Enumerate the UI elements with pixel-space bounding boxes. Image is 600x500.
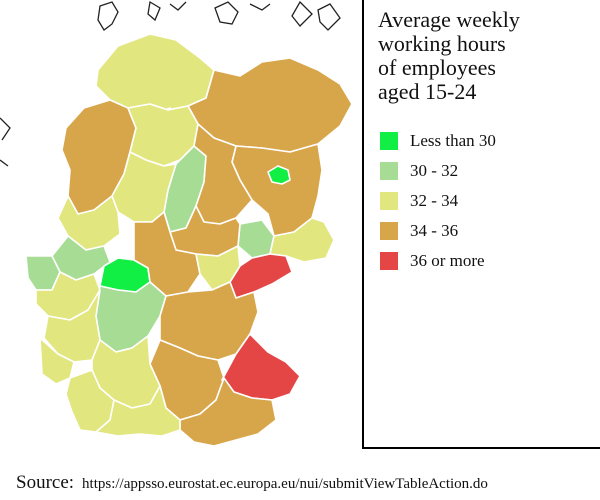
legend-label: 36 or more xyxy=(410,251,485,270)
legend-label: 30 - 32 xyxy=(410,161,459,180)
legend-item-less-than-30: Less than 30 xyxy=(380,126,496,156)
legend-swatch xyxy=(380,222,398,240)
source-label: Source: xyxy=(16,472,75,493)
legend-title-line: aged 15-24 xyxy=(378,79,477,104)
legend-item-30-32: 30 - 32 xyxy=(380,156,496,186)
legend-items: Less than 30 30 - 32 32 - 34 34 - 36 36 … xyxy=(380,126,496,276)
legend-item-34-36: 34 - 36 xyxy=(380,216,496,246)
legend-label: 32 - 34 xyxy=(410,191,459,210)
germany-map xyxy=(0,0,353,447)
legend-title-line: of employees xyxy=(378,55,496,80)
legend-swatch xyxy=(380,132,398,150)
legend-title-line: Average weekly xyxy=(378,7,520,32)
source-url[interactable]: https://appsso.eurostat.ec.europa.eu/nui… xyxy=(82,476,488,492)
legend-label: Less than 30 xyxy=(410,131,496,150)
legend-swatch xyxy=(380,162,398,180)
legend-swatch xyxy=(380,252,398,270)
region-by-south xyxy=(179,377,277,447)
region-th-east xyxy=(195,245,241,291)
source-caption: Source: https://appsso.eurostat.ec.europ… xyxy=(16,472,488,494)
region-bw-south xyxy=(95,385,181,437)
legend: Average weekly working hours of employee… xyxy=(362,0,600,449)
legend-item-32-34: 32 - 34 xyxy=(380,186,496,216)
region-berlin xyxy=(267,165,291,185)
legend-item-36-or-more: 36 or more xyxy=(380,246,496,276)
legend-title-line: working hours xyxy=(378,31,506,56)
legend-title: Average weekly working hours of employee… xyxy=(378,8,598,104)
region-leipzig xyxy=(237,219,275,259)
legend-swatch xyxy=(380,192,398,210)
legend-label: 34 - 36 xyxy=(410,221,459,240)
coastline-outlines xyxy=(0,0,341,167)
region-hessen-south xyxy=(95,281,167,353)
region-nrw-north xyxy=(57,195,121,251)
region-sh-north xyxy=(95,33,215,111)
